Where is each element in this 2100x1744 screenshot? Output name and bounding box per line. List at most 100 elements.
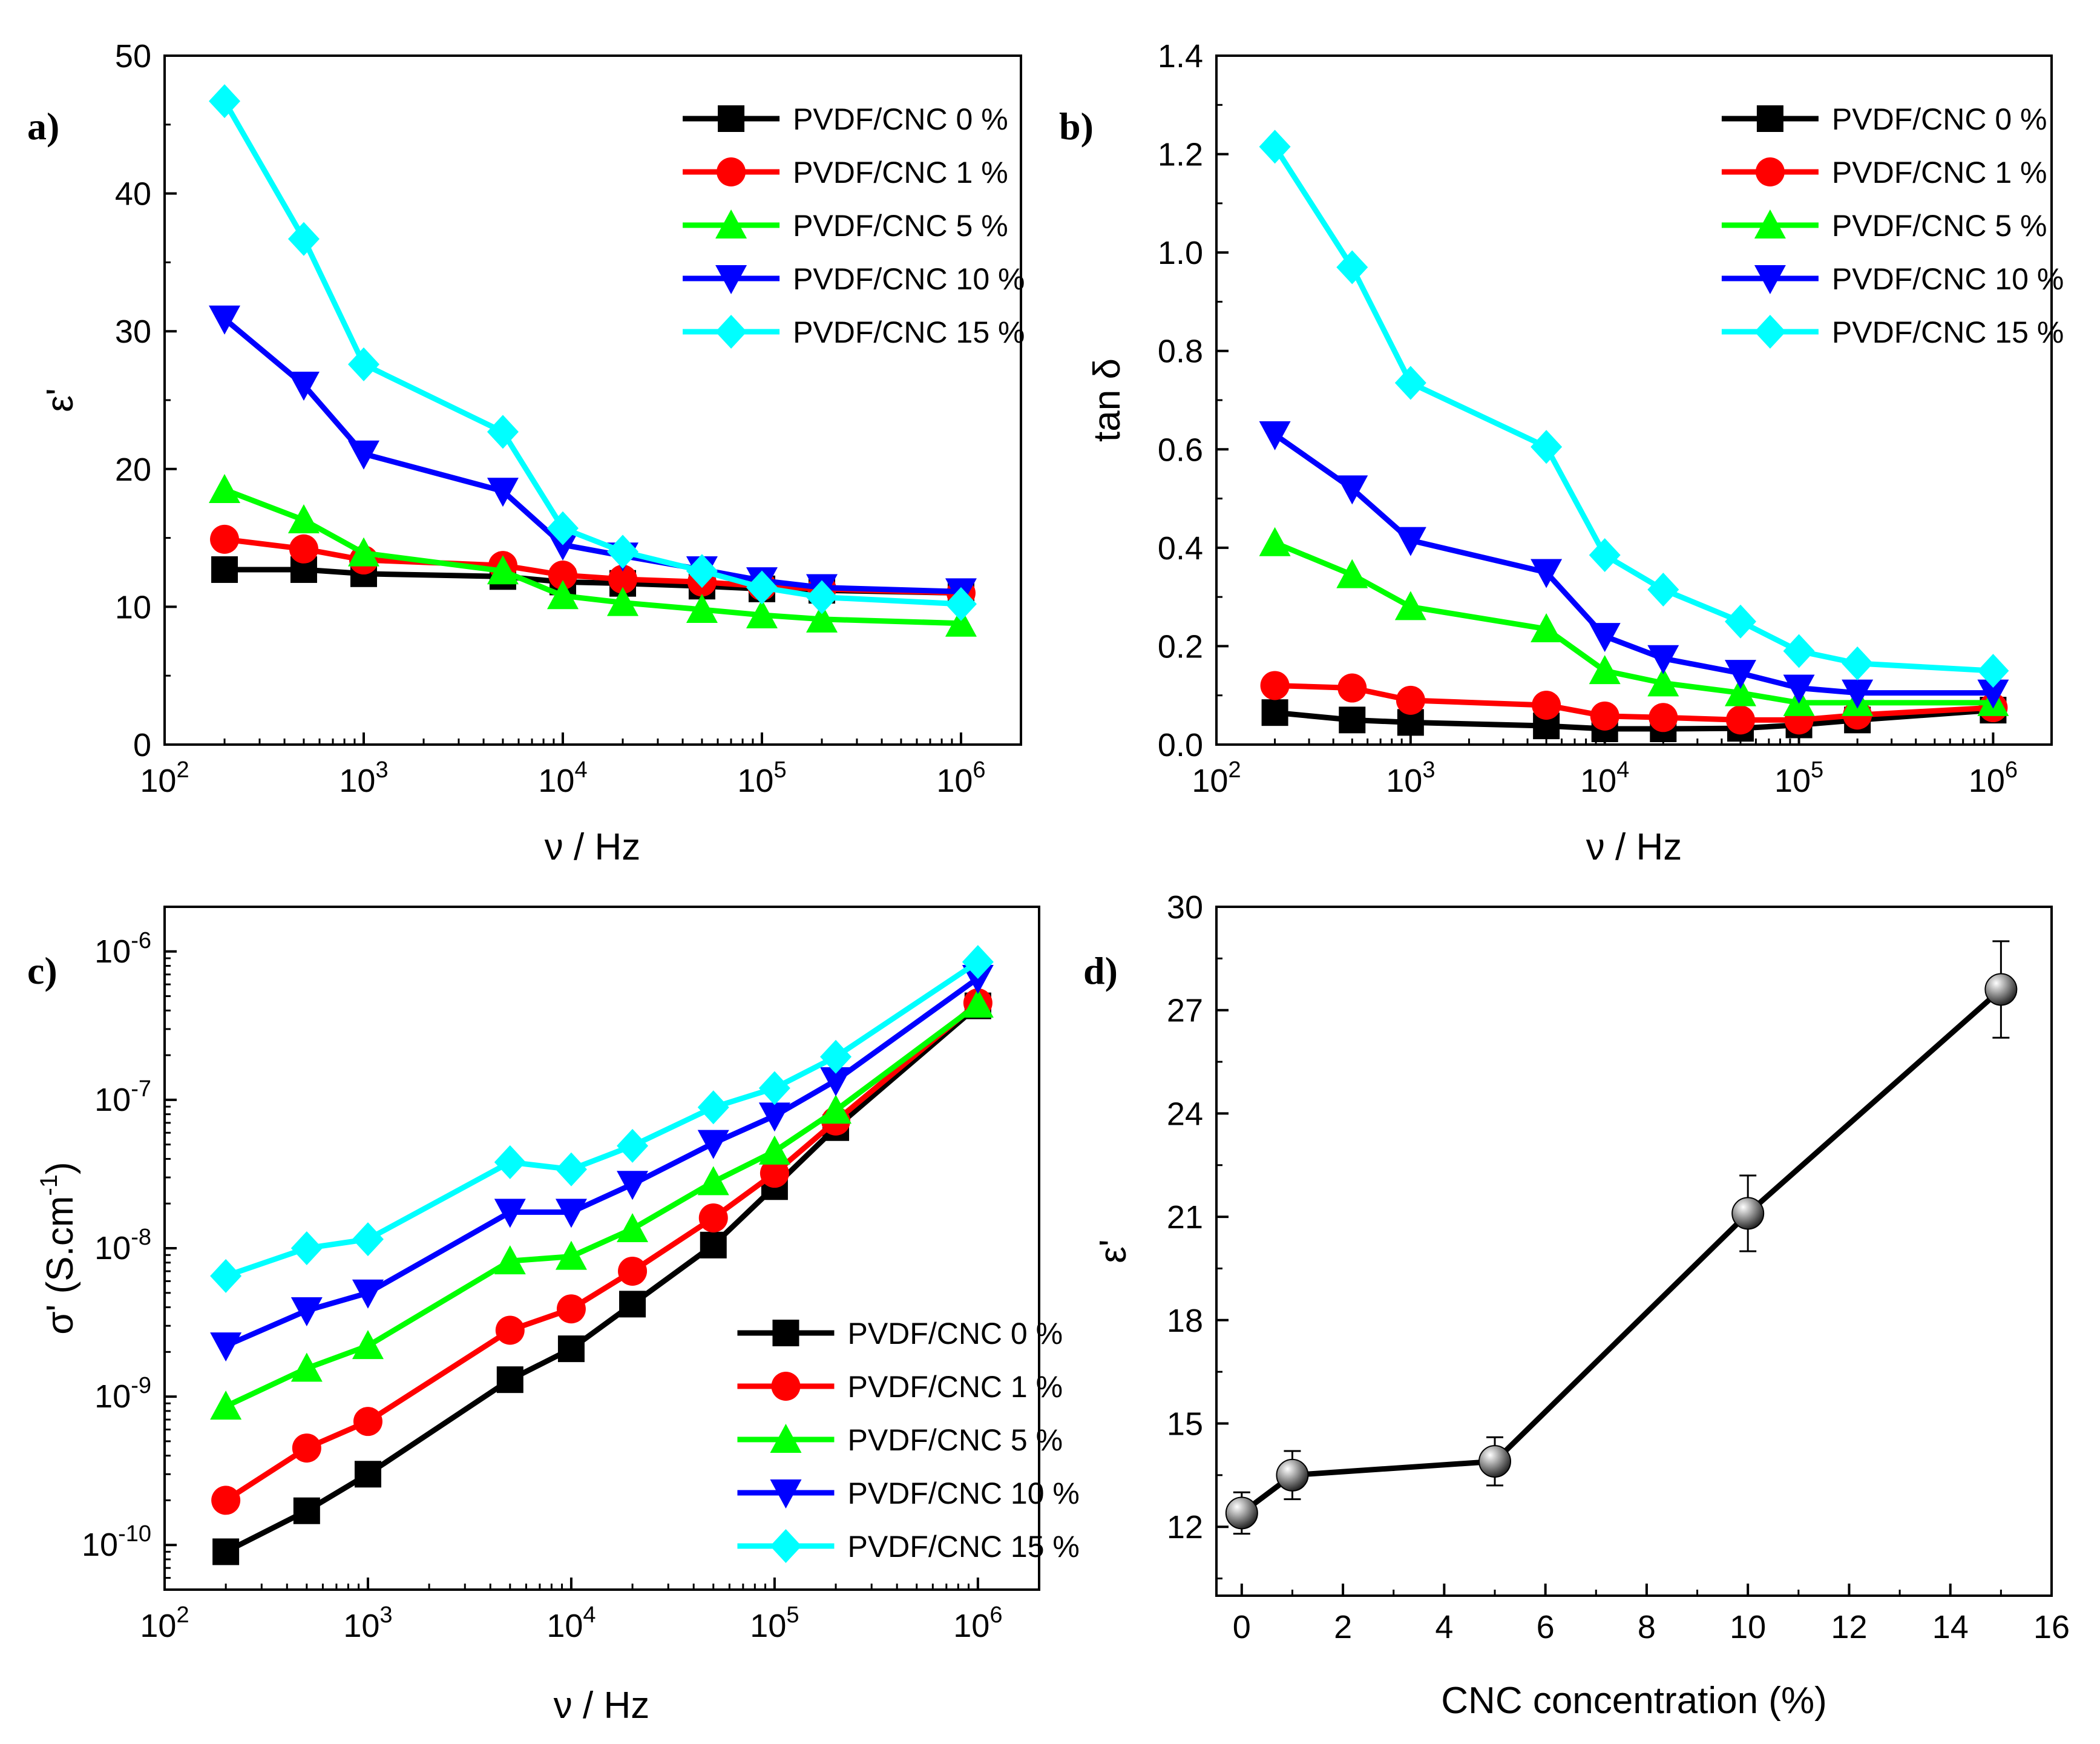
x-tick-label: 12 (1831, 1609, 1867, 1645)
x-tick-label: 104 (538, 757, 587, 799)
legend-label: PVDF/CNC 15 % (793, 315, 1025, 349)
panel-d-plot-frame (1215, 906, 2053, 1597)
data-point (1336, 250, 1368, 285)
data-point (1260, 671, 1290, 700)
data-point (290, 1297, 323, 1326)
data-point (618, 1256, 648, 1286)
data-point (290, 1231, 323, 1265)
x-tick-label: 16 (2033, 1609, 2070, 1645)
data-point (287, 222, 320, 256)
y-tick-label: 0.8 (1158, 334, 1203, 370)
data-point (1589, 655, 1621, 685)
data-point (1647, 645, 1679, 674)
panel-c-y-axis-label-sup: -1 (36, 1174, 62, 1196)
data-point (760, 1159, 789, 1188)
legend-label: PVDF/CNC 10 % (847, 1476, 1079, 1510)
legend-marker (770, 1529, 802, 1563)
data-point (686, 554, 718, 588)
y-tick-label-exp: -8 (131, 1225, 151, 1250)
data-point (347, 347, 379, 381)
y-tick-label: 10-9 (94, 1373, 151, 1415)
legend-marker (1756, 105, 1783, 132)
data-point (555, 1240, 587, 1270)
x-tick-label-base: 10 (737, 763, 773, 799)
data-point (1531, 613, 1563, 642)
data-point (1339, 706, 1366, 734)
data-point (494, 1199, 526, 1228)
series-line (223, 487, 962, 627)
data-point (494, 1145, 526, 1179)
legend-label: PVDF/CNC 0 % (1832, 102, 2047, 136)
x-tick-label: 10 (1730, 1609, 1766, 1645)
y-tick-label: 10-8 (94, 1225, 151, 1266)
data-point (347, 440, 379, 470)
data-point (1259, 527, 1291, 556)
y-tick-label: 0.0 (1158, 727, 1203, 763)
y-tick-label-exp: -7 (131, 1076, 151, 1102)
panel-a-y-axis-label: ε' (39, 388, 81, 412)
panel-c-y-axis-label: σ' (S.cm-1) (36, 1162, 81, 1334)
legend-label: PVDF/CNC 5 % (793, 209, 1008, 243)
panel-c-x-axis-label: ν / Hz (554, 1685, 649, 1726)
x-tick-label-exp: 6 (989, 1602, 1002, 1628)
series-line (225, 976, 980, 1349)
legend-label: PVDF/CNC 1 % (847, 1370, 1063, 1404)
data-point (1225, 1496, 1258, 1530)
x-tick-label: 103 (1386, 757, 1435, 799)
x-tick-label-exp: 2 (1228, 757, 1241, 783)
series-line (223, 317, 962, 594)
data-point (962, 945, 994, 979)
legend-marker (770, 1424, 802, 1453)
data-point (1532, 690, 1561, 720)
data-point (1783, 674, 1815, 704)
x-tick-label: 102 (1192, 757, 1241, 799)
x-tick-label-base: 10 (953, 1608, 989, 1644)
data-point (347, 537, 379, 567)
data-point (820, 1067, 852, 1096)
data-point (211, 1486, 241, 1515)
x-tick-label-base: 10 (343, 1608, 379, 1644)
series-line (1273, 432, 1993, 696)
x-tick-label: 106 (936, 757, 985, 799)
x-tick-label: 104 (1580, 757, 1629, 799)
series-line (1272, 145, 1993, 674)
data-point (487, 415, 519, 449)
x-tick-label-base: 10 (339, 763, 375, 799)
y-tick-label: 12 (1167, 1509, 1203, 1545)
y-tick-label: 10-10 (82, 1521, 151, 1563)
data-point (1276, 1458, 1309, 1492)
data-point (353, 1407, 382, 1436)
data-point (352, 1279, 384, 1309)
data-point (1984, 973, 2018, 1006)
series-line (1275, 682, 1993, 723)
data-point (697, 1166, 729, 1196)
data-point (557, 1335, 585, 1363)
x-tick-label: 104 (546, 1602, 596, 1644)
y-tick-label: 27 (1167, 993, 1203, 1029)
panel-label-d: d) (1083, 949, 1118, 992)
data-point (556, 1294, 586, 1324)
x-tick-label-base: 10 (140, 763, 176, 799)
data-point (1977, 654, 2009, 688)
x-tick-label-base: 10 (1386, 763, 1422, 799)
panel-label-c: c) (27, 949, 57, 992)
series-line (225, 1004, 980, 1555)
x-tick-label-exp: 6 (973, 757, 985, 783)
data-point (209, 473, 241, 503)
y-tick-label: 0.6 (1158, 432, 1203, 468)
data-point (548, 561, 577, 590)
data-point (209, 305, 241, 335)
panel-d-concentration-chart: CNC concentration (%) ε' 0 2 4 6 8 10 12 14 1612… (1092, 889, 2070, 1722)
data-point (546, 511, 579, 545)
x-tick-label: 0 (1233, 1609, 1251, 1645)
data-point (1589, 623, 1621, 653)
y-tick-label: 10 (115, 589, 151, 625)
x-tick-label-exp: 4 (1616, 757, 1629, 783)
data-point (1977, 679, 2009, 709)
legend-marker (772, 1320, 799, 1346)
legend-marker (1754, 209, 1786, 239)
legend-label: PVDF/CNC 10 % (1832, 262, 2064, 296)
data-point (210, 1259, 242, 1293)
data-point (287, 504, 320, 534)
